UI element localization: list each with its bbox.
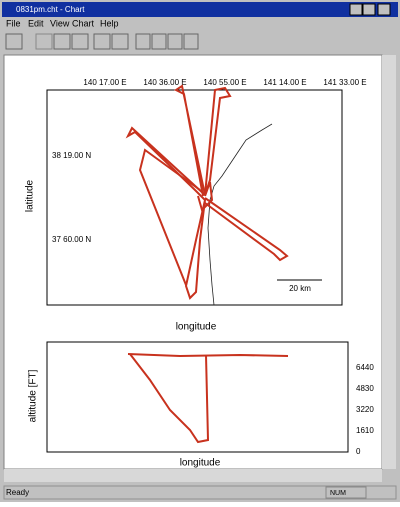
track: [138, 148, 201, 286]
altitude-x-label: longitude: [180, 458, 221, 469]
close-button[interactable]: [377, 3, 391, 16]
map-x-tick: 140 36.00 E: [143, 78, 186, 87]
paste-button[interactable]: [71, 33, 89, 50]
help-button[interactable]: [111, 33, 129, 50]
menu-item[interactable]: View: [50, 18, 70, 28]
altitude-y-tick: 3220: [356, 405, 374, 414]
vertical-scrollbar[interactable]: [382, 55, 396, 469]
minimize-button[interactable]: [349, 3, 363, 16]
map-x-tick: 140 17.00 E: [83, 78, 126, 87]
altitude-frame: [46, 341, 349, 453]
track: [197, 181, 214, 212]
menu-item[interactable]: Help: [100, 18, 119, 28]
menu-item[interactable]: File: [6, 18, 21, 28]
open-button[interactable]: [5, 33, 23, 50]
menu-bar: File Edit View Chart Help: [6, 18, 119, 28]
copy-button[interactable]: [53, 33, 71, 50]
cut-button[interactable]: [35, 33, 53, 50]
scale-label: 20 km: [289, 284, 311, 293]
left-button[interactable]: [167, 33, 183, 50]
maximize-button[interactable]: [362, 3, 376, 16]
map-frame: [46, 89, 343, 306]
down-button[interactable]: [151, 33, 167, 50]
window-buttons: [349, 3, 391, 16]
track: [125, 126, 207, 300]
title-bar: [2, 2, 398, 17]
menu-item[interactable]: Chart: [72, 18, 95, 28]
status-right: NUM: [330, 490, 346, 497]
toolbar: [5, 33, 199, 50]
horizontal-scrollbar[interactable]: [4, 469, 382, 482]
map-x-tick: 140 55.00 E: [203, 78, 246, 87]
status-panel: [325, 486, 367, 499]
status-bar: [3, 485, 397, 500]
window-title: 0831pm.cht - Chart: [16, 5, 85, 14]
track: [204, 197, 289, 262]
altitude-y-tick: 1610: [356, 426, 374, 435]
status-left: Ready: [6, 488, 29, 497]
map-y-tick: 37 60.00 N: [52, 235, 91, 244]
altitude-y-tick: 0: [356, 447, 361, 456]
coastline: [207, 123, 273, 306]
altitude-y-tick: 6440: [356, 363, 374, 372]
profile: [129, 353, 210, 444]
up-button[interactable]: [135, 33, 151, 50]
track: [174, 84, 206, 197]
map-x-tick: 141 33.00 E: [323, 78, 366, 87]
map-y-tick: 38 19.00 N: [52, 151, 91, 160]
profile: [127, 353, 289, 358]
track: [204, 86, 232, 196]
map-x-label: longitude: [176, 322, 217, 333]
altitude-profile: [127, 353, 289, 444]
print-button[interactable]: [93, 33, 111, 50]
map-y-label: latitude: [25, 179, 36, 212]
map-x-ticks: 140 17.00 E 140 36.00 E 140 55.00 E 141 14.…: [83, 78, 366, 87]
menu-item[interactable]: Edit: [28, 18, 44, 28]
map-x-tick: 141 14.00 E: [263, 78, 306, 87]
altitude-y-ticks: 6440 4830 3220 1610 0: [356, 363, 374, 456]
altitude-y-label: altitude [FT]: [28, 369, 39, 422]
right-button[interactable]: [183, 33, 199, 50]
altitude-y-tick: 4830: [356, 384, 374, 393]
flight-tracks: [125, 84, 289, 300]
